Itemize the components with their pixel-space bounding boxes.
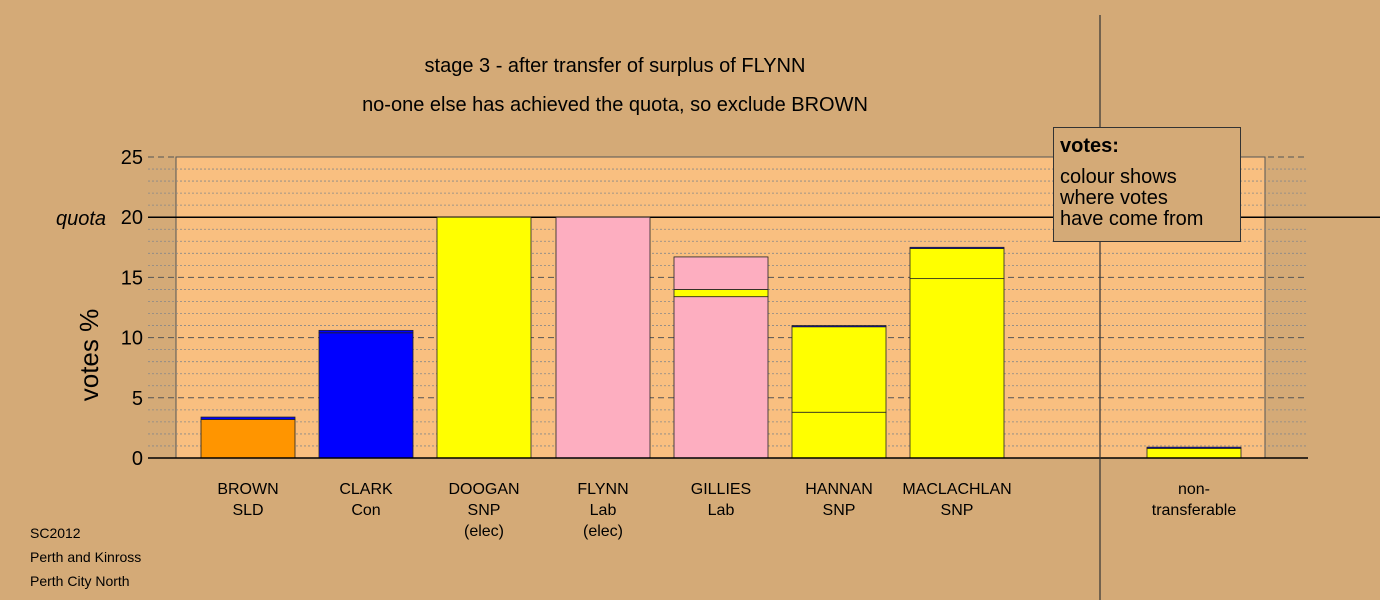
- bar-segment: [318, 332, 414, 459]
- y-tick-label: 25: [121, 147, 143, 169]
- category-label: FLYNN: [577, 481, 628, 498]
- category-label: DOOGAN: [448, 481, 519, 498]
- y-tick-labels: 0 5 10 15 20 25: [121, 147, 143, 470]
- category-label: GILLIES: [691, 481, 751, 498]
- footer: SC2012 Perth and Kinross Perth City Nort…: [30, 521, 141, 593]
- y-tick-label: 15: [121, 267, 143, 289]
- bar-segment: [555, 216, 651, 459]
- y-tick-label: 5: [132, 388, 143, 410]
- category-label: transferable: [1152, 502, 1237, 519]
- footer-line: Perth City North: [30, 573, 130, 589]
- legend-line: where votes: [1060, 187, 1168, 209]
- bar-segment: [909, 278, 1005, 459]
- bar-segment: [318, 329, 414, 334]
- bar-segment: [673, 289, 769, 298]
- category-label: (elec): [464, 523, 504, 540]
- category-label: SNP: [823, 502, 856, 519]
- bar-segment: [673, 296, 769, 459]
- category-label: Con: [351, 502, 380, 519]
- quota-label: quota: [56, 208, 106, 230]
- y-axis-label: votes %: [74, 309, 104, 402]
- bar-segment: [791, 411, 887, 459]
- chart-title-line1: stage 3 - after transfer of surplus of F…: [425, 55, 806, 77]
- legend-box: votes: colour shows where votes have com…: [1053, 127, 1241, 242]
- category-label: HANNAN: [805, 481, 873, 498]
- category-label: SNP: [468, 502, 501, 519]
- category-label: (elec): [583, 523, 623, 540]
- y-tick-label: 20: [121, 207, 143, 229]
- category-label: CLARK: [339, 481, 393, 498]
- legend-title: votes:: [1060, 135, 1119, 157]
- category-label: MACLACHLAN: [902, 481, 1011, 498]
- bar-segment: [436, 216, 532, 459]
- bar-segment: [1146, 447, 1242, 459]
- bar-segment: [1146, 446, 1242, 449]
- bar-segment: [200, 416, 296, 420]
- bar-segment: [909, 246, 1005, 249]
- category-label: SNP: [941, 502, 974, 519]
- category-label: BROWN: [217, 481, 278, 498]
- axes: [148, 15, 1308, 600]
- footer-line: Perth and Kinross: [30, 549, 142, 565]
- category-label: Lab: [708, 502, 735, 519]
- category-labels: BROWN SLD CLARK Con DOOGAN SNP (elec) FLYNN Lab (…: [217, 481, 1236, 540]
- category-label: SLD: [232, 502, 263, 519]
- bar-segment: [673, 256, 769, 290]
- category-label: non-: [1178, 481, 1210, 498]
- bar-segment: [909, 248, 1005, 280]
- bar-segment: [791, 326, 887, 413]
- legend-line: colour shows: [1060, 166, 1177, 188]
- bar-segment: [200, 419, 296, 459]
- bar-segment: [791, 325, 887, 328]
- legend-line: have come from: [1060, 208, 1204, 230]
- footer-line: SC2012: [30, 525, 81, 541]
- category-label: Lab: [590, 502, 617, 519]
- bars: [200, 216, 1242, 459]
- y-tick-label: 10: [121, 328, 143, 350]
- y-tick-label: 0: [132, 448, 143, 470]
- chart-title-line2: no-one else has achieved the quota, so e…: [362, 94, 868, 116]
